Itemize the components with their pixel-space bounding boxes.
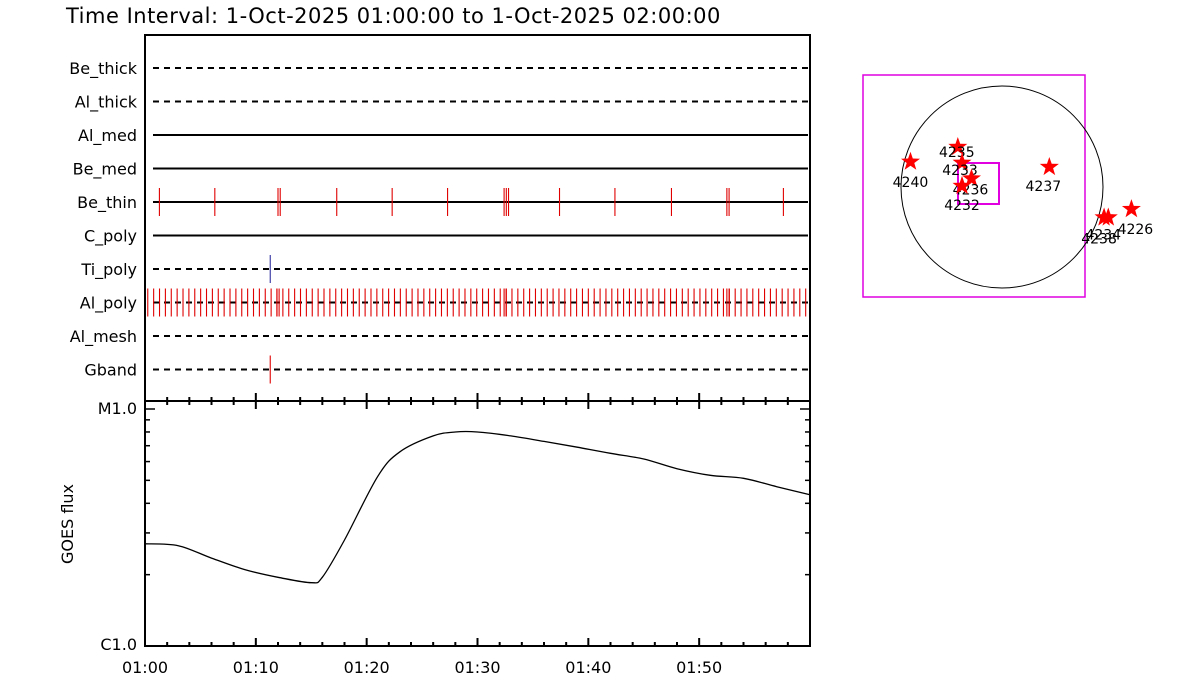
region-label-4237: 4237	[1026, 179, 1062, 195]
solar-limb	[900, 85, 1104, 289]
region-label-4238: 4238	[1081, 232, 1117, 248]
figure-title: Time Interval: 1-Oct-2025 01:00:00 to 1-…	[65, 4, 721, 28]
channel-label-ti-poly: Ti_poly	[80, 260, 137, 280]
channel-label-al-med: Al_med	[78, 126, 137, 146]
region-star-4233	[952, 152, 972, 171]
map-field-box	[862, 74, 1086, 298]
goes-flux-panel: GOES flux M1.0 C1.0 01:00 01:10 01:20 01:30…	[58, 393, 811, 677]
region-label-4232: 4232	[944, 198, 980, 214]
goes-frame	[144, 400, 811, 647]
region-label-4233: 4233	[942, 163, 978, 179]
region-star-4234	[1098, 207, 1118, 226]
channel-label-al-mesh: Al_mesh	[70, 327, 137, 347]
timeline-frame	[144, 34, 811, 402]
channel-label-c-poly: C_poly	[84, 227, 137, 247]
y-tick-label-top: M1.0	[98, 399, 137, 418]
region-star-4240	[901, 151, 920, 170]
channel-label-be-thick: Be_thick	[69, 59, 137, 79]
y-tick-label-bottom: C1.0	[100, 635, 137, 654]
channel-label-be-thin: Be_thin	[77, 193, 137, 213]
y-axis-label: GOES flux	[58, 484, 77, 564]
x-tick-label: 01:40	[565, 658, 611, 677]
goes-flux-curve	[144, 430, 811, 584]
channel-label-al-poly: Al_poly	[80, 294, 137, 314]
x-tick-label: 01:00	[122, 658, 168, 677]
region-star-4236	[962, 168, 981, 187]
region-label-4235: 4235	[939, 145, 975, 161]
region-label-4240: 4240	[893, 175, 929, 191]
x-tick-label: 01:50	[676, 658, 722, 677]
region-star-4235	[948, 137, 968, 156]
x-tick-label: 01:10	[233, 658, 279, 677]
region-star-4237	[1039, 157, 1059, 176]
channel-label-gband: Gband	[84, 361, 137, 380]
channel-label-be-med: Be_med	[73, 160, 137, 180]
region-star-4232	[952, 175, 972, 194]
x-tick-label: 01:30	[454, 658, 500, 677]
region-label-4234: 4234	[1085, 228, 1121, 244]
region-label-4226: 4226	[1118, 222, 1154, 238]
x-tick-label: 01:20	[344, 658, 390, 677]
region-star-4226	[1121, 199, 1141, 218]
channel-label-al-thick: Al_thick	[75, 93, 138, 113]
event-timeline-panel: Be_thick Al_thick Al_med Be_med Be_thin C_pol…	[69, 34, 811, 402]
